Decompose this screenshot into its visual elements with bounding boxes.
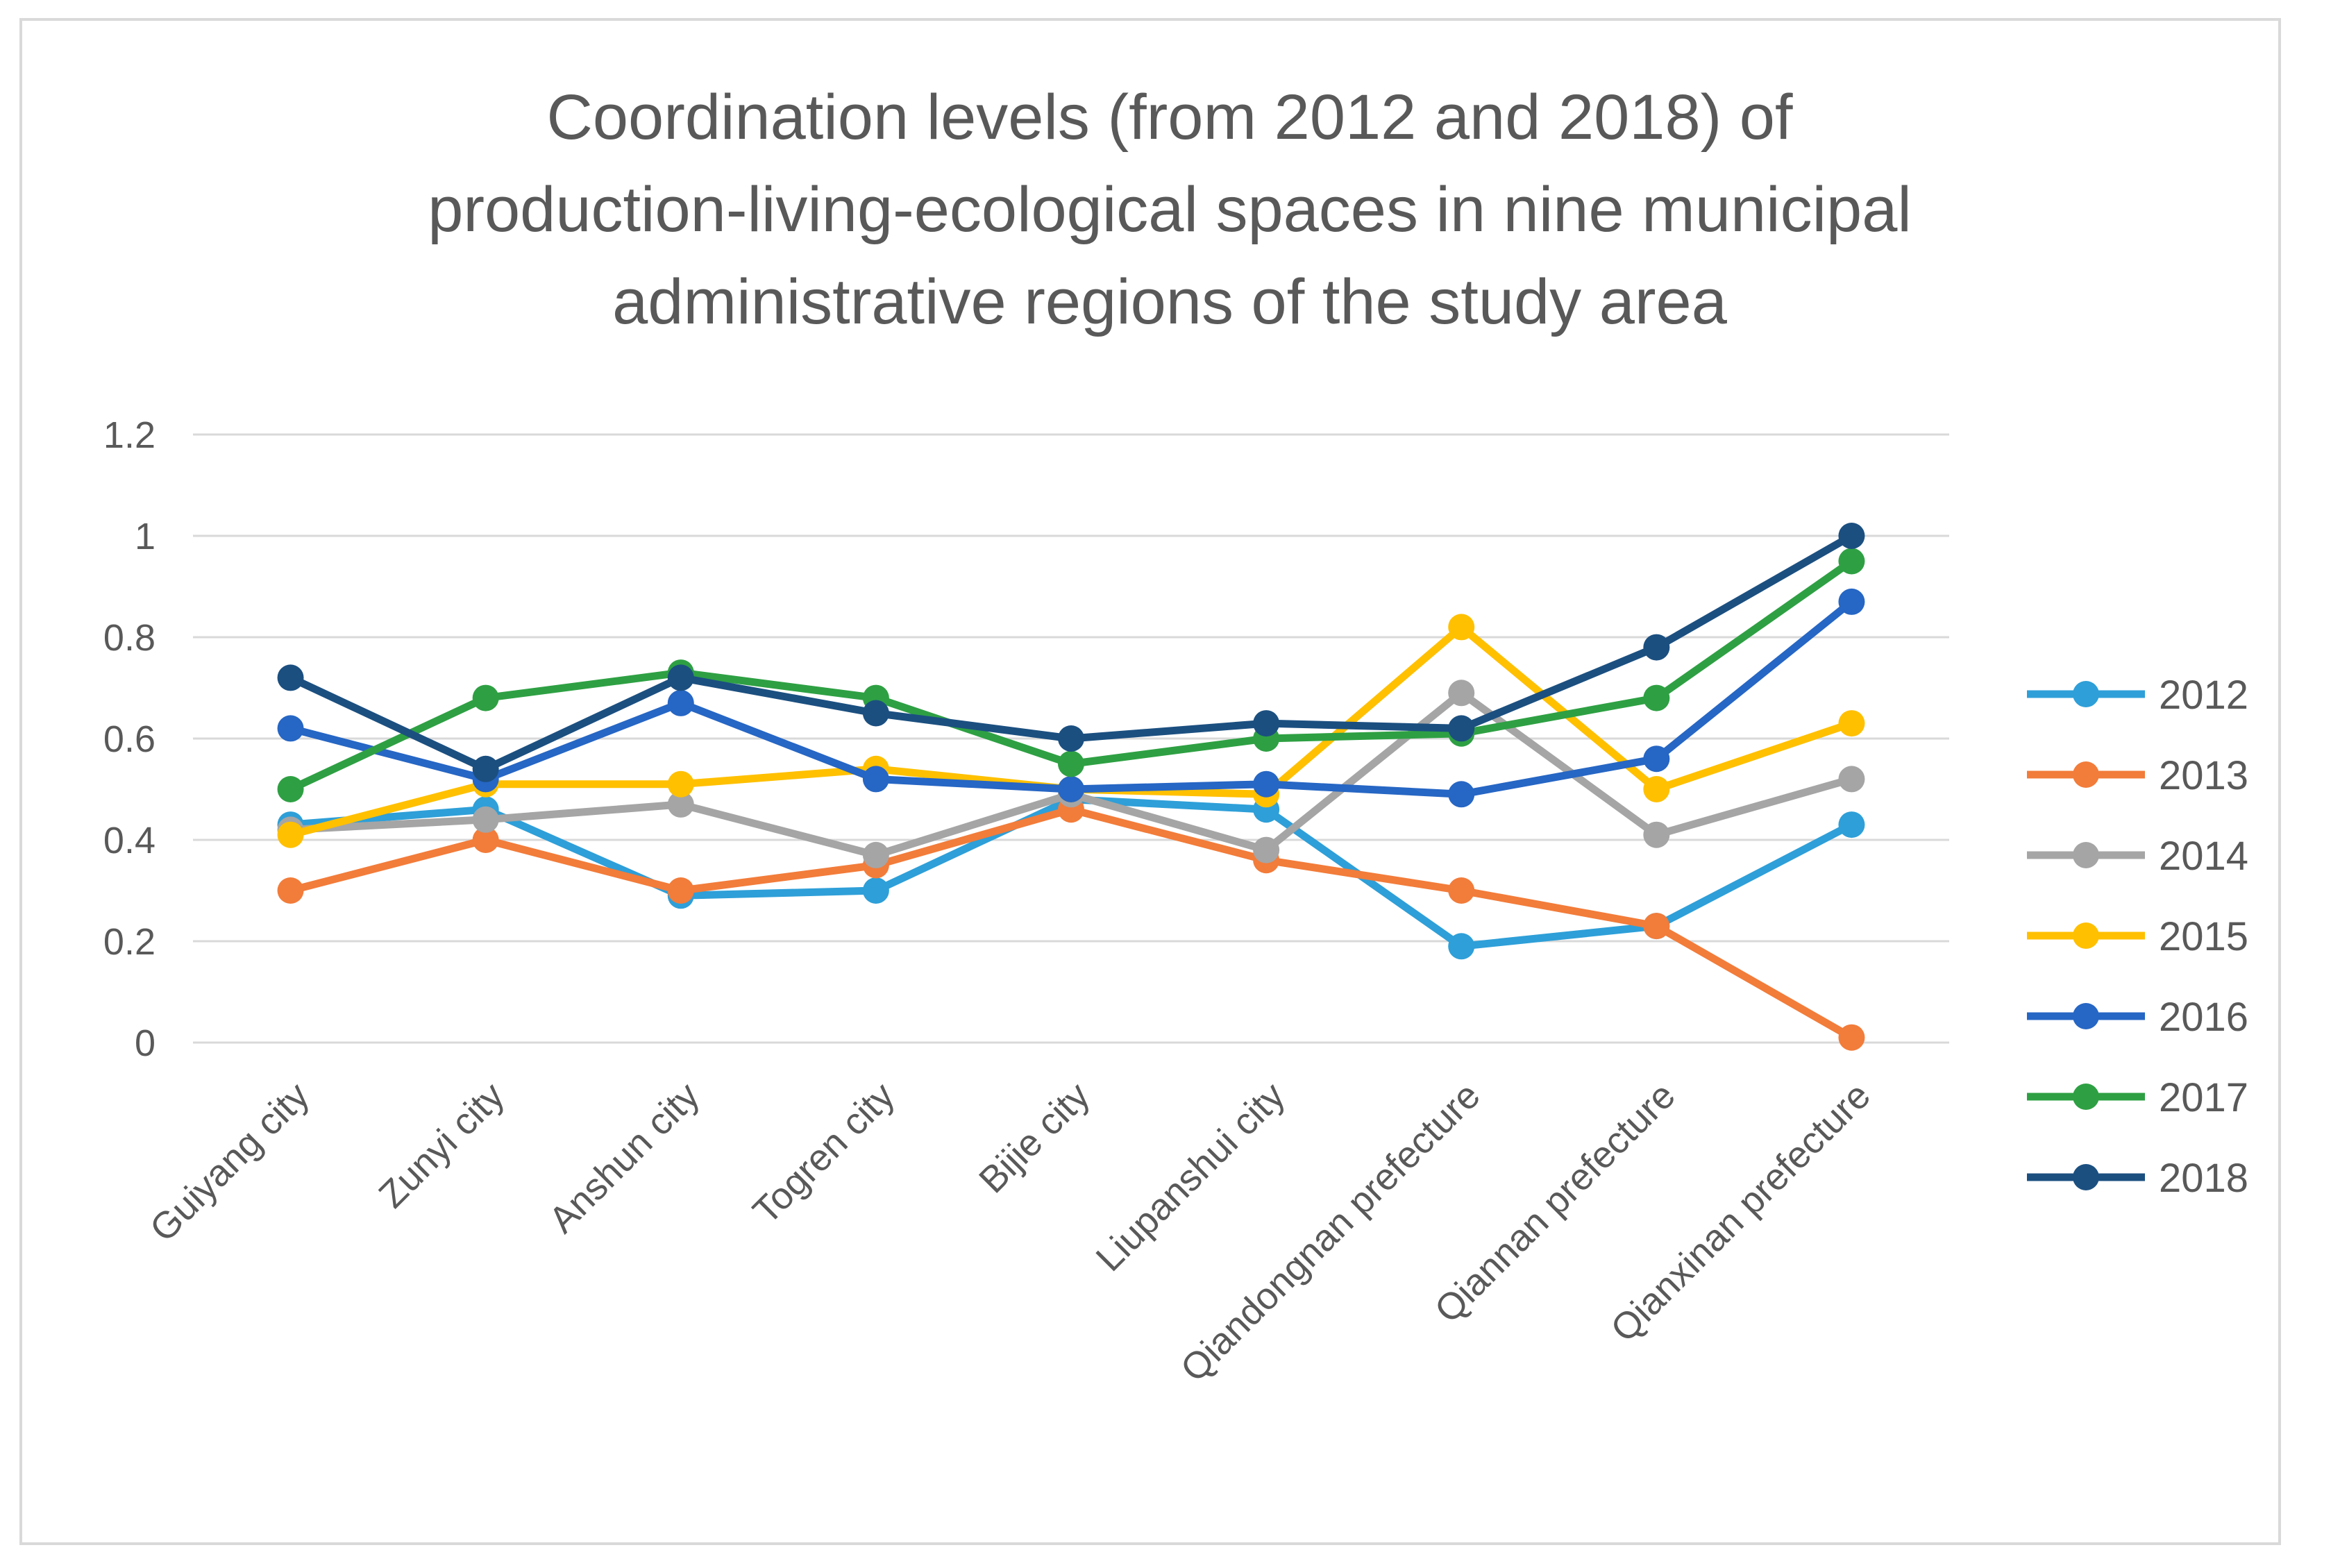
data-point-2016 xyxy=(1058,776,1084,802)
chart-title-line-3: administrative regions of the study area xyxy=(612,267,1728,337)
y-tick-label: 0.8 xyxy=(103,617,155,659)
data-point-2018 xyxy=(1253,710,1280,737)
legend-swatch-marker xyxy=(2073,1164,2099,1190)
data-point-2017 xyxy=(277,776,304,802)
data-point-2016 xyxy=(1253,770,1280,798)
data-point-2013 xyxy=(1448,877,1475,904)
legend-label: 2012 xyxy=(2159,673,2248,718)
series-2016 xyxy=(277,588,1865,808)
data-point-2018 xyxy=(277,664,304,691)
data-point-2016 xyxy=(1448,781,1475,808)
legend-label: 2016 xyxy=(2159,995,2248,1040)
data-point-2014 xyxy=(1448,680,1475,707)
y-tick-label: 0.2 xyxy=(103,921,155,963)
chart-title-line-2: production-living-ecological spaces in n… xyxy=(428,174,1912,245)
legend-swatch-marker xyxy=(2073,1003,2099,1029)
data-point-2018 xyxy=(1058,725,1084,752)
data-point-2014 xyxy=(862,841,889,868)
legend-label: 2014 xyxy=(2159,834,2248,879)
data-point-2017 xyxy=(1058,750,1084,777)
data-point-2013 xyxy=(472,827,499,853)
y-tick-label: 0 xyxy=(135,1022,155,1064)
legend-swatch-marker xyxy=(2073,761,2099,788)
legend-label: 2018 xyxy=(2159,1156,2248,1201)
series-lines xyxy=(277,523,1865,1051)
legend-item-2015: 2015 xyxy=(2027,914,2248,959)
data-point-2018 xyxy=(472,755,499,782)
legend-item-2013: 2013 xyxy=(2027,753,2248,798)
x-category-label: Liupanshui city xyxy=(1088,1074,1293,1279)
data-point-2012 xyxy=(1448,933,1475,960)
data-point-2013 xyxy=(667,877,694,904)
x-category-label: Guiyang city xyxy=(142,1074,318,1250)
legend-swatch-marker xyxy=(2073,681,2099,707)
data-point-2017 xyxy=(472,684,499,711)
data-point-2014 xyxy=(1643,821,1670,848)
gridlines xyxy=(193,433,1949,1044)
data-point-2016 xyxy=(277,715,304,742)
y-tick-label: 1.2 xyxy=(103,414,155,456)
legend-label: 2017 xyxy=(2159,1075,2248,1120)
y-tick-label: 0.4 xyxy=(103,820,155,861)
series-2013 xyxy=(277,796,1865,1051)
series-2018 xyxy=(277,523,1865,782)
data-point-2012 xyxy=(862,877,889,904)
data-point-2016 xyxy=(1838,588,1865,615)
legend-swatch-marker xyxy=(2073,922,2099,949)
legend-swatch-marker xyxy=(2073,842,2099,868)
data-point-2015 xyxy=(1448,614,1475,641)
data-point-2017 xyxy=(1838,548,1865,575)
chart-title: Coordination levels (from 2012 and 2018)… xyxy=(428,82,1912,337)
data-point-2017 xyxy=(1643,684,1670,711)
legend-swatch-marker xyxy=(2073,1084,2099,1110)
data-point-2018 xyxy=(1448,715,1475,742)
data-point-2018 xyxy=(667,664,694,691)
legend: 2012 2013 2014 2015 2016 2017 2018 xyxy=(2027,673,2248,1201)
x-axis-category-labels: Guiyang city Zunyi city Anshun city Togren … xyxy=(142,1074,1878,1390)
chart-title-line-1: Coordination levels (from 2012 and 2018)… xyxy=(546,82,1793,153)
data-point-2015 xyxy=(667,770,694,798)
data-point-2015 xyxy=(277,821,304,848)
data-point-2013 xyxy=(1838,1024,1865,1051)
legend-item-2012: 2012 xyxy=(2027,673,2248,718)
legend-item-2014: 2014 xyxy=(2027,834,2248,879)
data-point-2012 xyxy=(1838,811,1865,838)
legend-item-2016: 2016 xyxy=(2027,995,2248,1040)
y-tick-label: 1 xyxy=(135,516,155,557)
data-point-2015 xyxy=(1643,776,1670,802)
data-point-2018 xyxy=(1838,523,1865,549)
data-point-2016 xyxy=(667,689,694,716)
data-point-2014 xyxy=(667,791,694,818)
data-point-2018 xyxy=(1643,634,1670,661)
data-point-2013 xyxy=(277,877,304,904)
legend-item-2018: 2018 xyxy=(2027,1156,2248,1201)
legend-label: 2013 xyxy=(2159,753,2248,798)
chart-frame xyxy=(19,18,2281,1545)
data-point-2018 xyxy=(862,700,889,727)
data-point-2015 xyxy=(1838,710,1865,737)
x-category-label: Anshun city xyxy=(541,1074,707,1241)
legend-item-2017: 2017 xyxy=(2027,1075,2248,1120)
x-category-label: Bijie city xyxy=(971,1074,1097,1201)
x-category-label: Zunyi city xyxy=(371,1074,512,1216)
series-line-2013 xyxy=(287,805,1855,1042)
data-point-2014 xyxy=(1838,766,1865,793)
data-point-2014 xyxy=(1253,836,1280,863)
legend-label: 2015 xyxy=(2159,914,2248,959)
data-point-2014 xyxy=(472,806,499,833)
x-category-label: Togren city xyxy=(745,1074,902,1232)
y-tick-label: 0.6 xyxy=(103,718,155,760)
y-axis-tick-labels: 0 0.2 0.4 0.6 0.8 1 1.2 xyxy=(103,414,155,1064)
data-point-2016 xyxy=(1643,745,1670,773)
data-point-2013 xyxy=(1643,913,1670,940)
data-point-2016 xyxy=(862,766,889,793)
